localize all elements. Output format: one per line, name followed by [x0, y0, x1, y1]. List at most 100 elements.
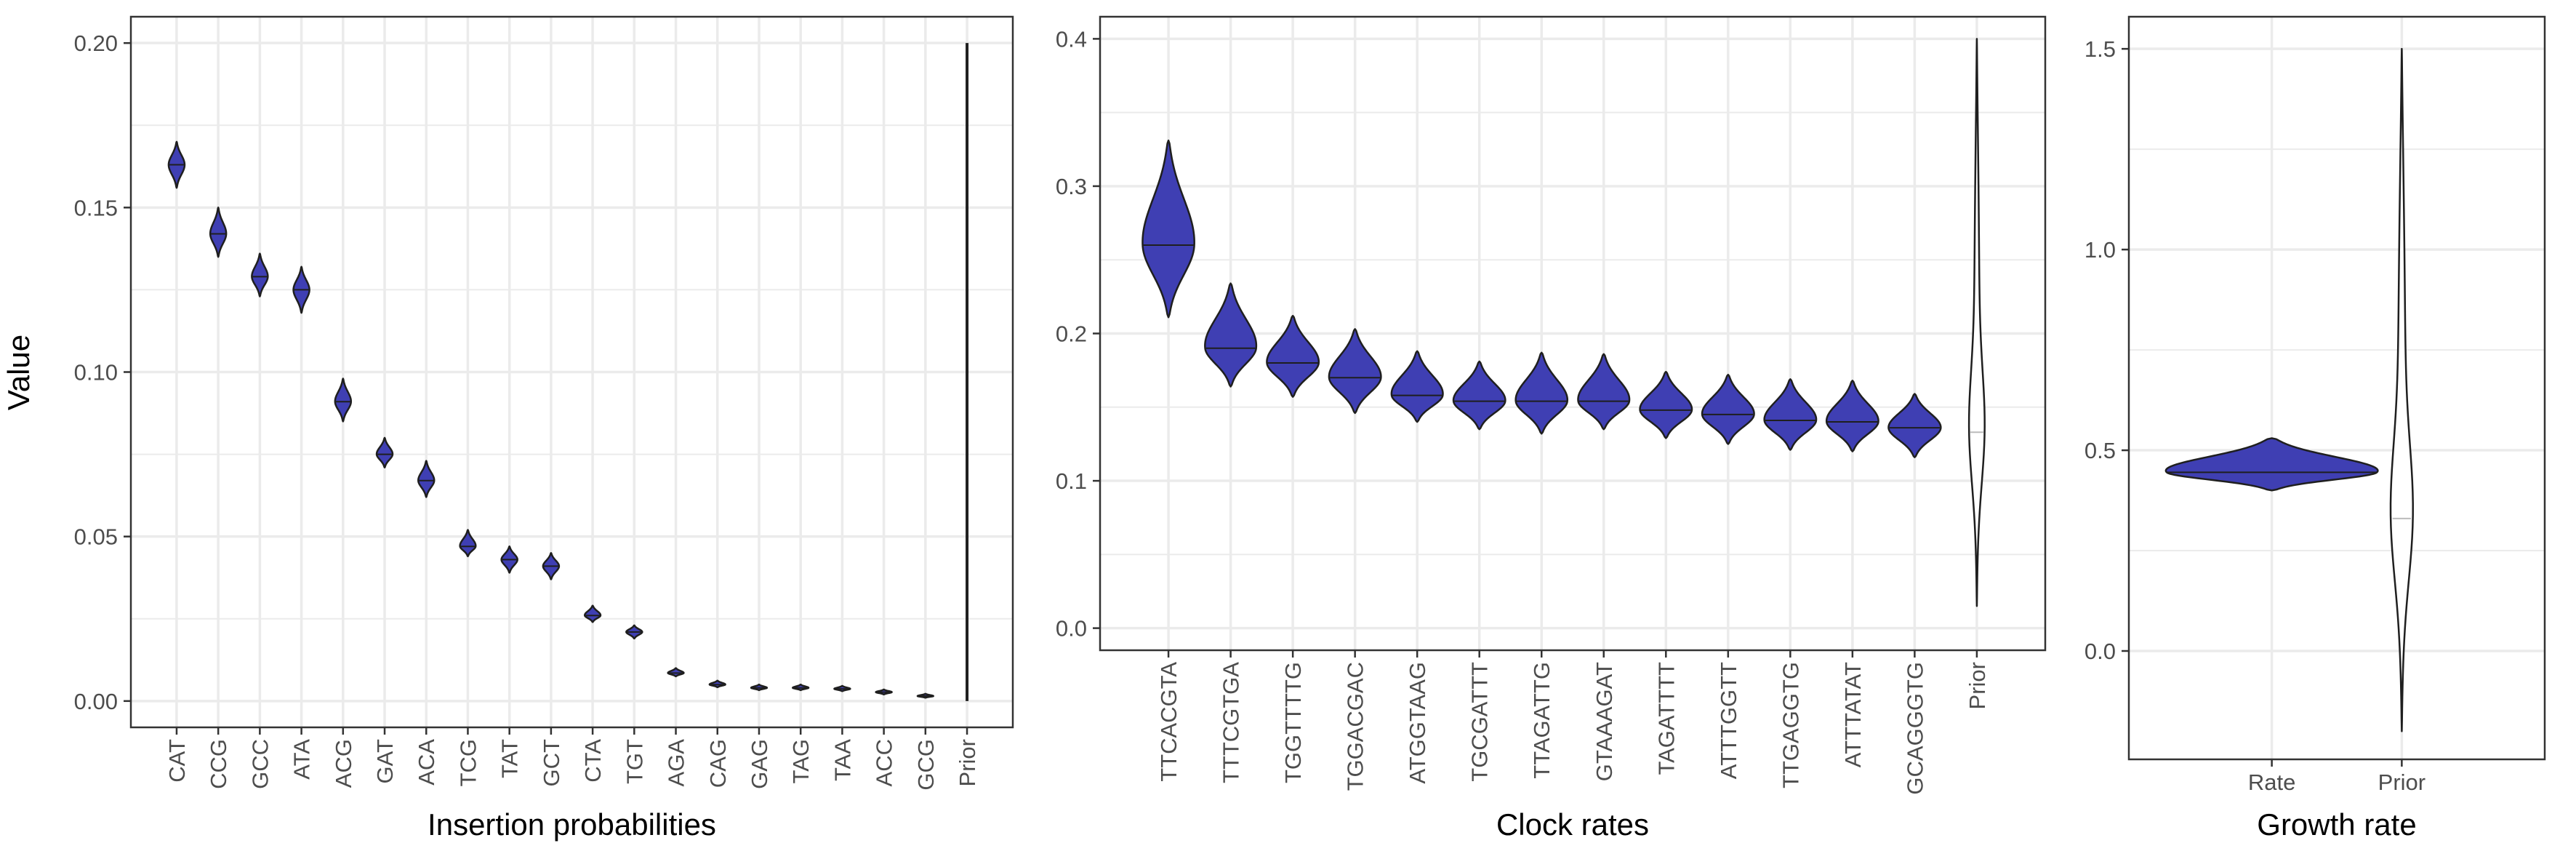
violin-body: [583, 604, 602, 623]
x-tick-label: Prior: [1965, 662, 1990, 709]
violin-body: [2164, 437, 2379, 492]
violin-body: [1141, 139, 1195, 319]
panel-border: [1099, 15, 2047, 652]
x-tick-label: CTA: [580, 739, 606, 783]
violin-body: [667, 667, 685, 678]
panel-border: [129, 15, 1014, 729]
y-tick-label: 0.2: [1056, 321, 1087, 347]
y-tick-label: 0.0: [1056, 616, 1087, 642]
panel-border: [2127, 15, 2546, 761]
violin-atttatat: [1825, 380, 1879, 452]
x-axis-title: Clock rates: [1496, 807, 1649, 842]
violin-body: [459, 529, 477, 558]
violin-tggacgac: [1328, 328, 1382, 415]
violin-tat: [500, 545, 518, 574]
x-tick-label: CAT: [164, 739, 190, 783]
clock-rates-panel: 0.0 0.1 0.2 0.3 0.4 TTCACGTA TTTCGTGA TGGTTTTG T…: [1056, 15, 2047, 842]
x-tick-label: Prior: [955, 739, 980, 786]
violin-gct: [542, 552, 561, 580]
violin-body: [251, 252, 269, 297]
x-tick-label: GCAGGGTG: [1902, 662, 1927, 795]
violin-aga: [667, 667, 685, 678]
x-tick-label: ATA: [289, 739, 315, 780]
violin-prior: [2389, 47, 2414, 732]
violin-body: [1701, 373, 1755, 445]
violin-body: [1266, 314, 1320, 398]
y-tick-label: 0.05: [74, 524, 118, 550]
x-tick-label: Prior: [2378, 770, 2425, 795]
violin-cag: [708, 679, 726, 689]
y-tick-label: 1.0: [2085, 237, 2116, 263]
x-tick-label: TCG: [455, 739, 481, 786]
y-tick-label: 0.00: [74, 689, 118, 714]
violin-ttgaggtg: [1763, 378, 1818, 451]
x-tick-label: CCG: [206, 739, 231, 789]
y-tick-label: 0.10: [74, 360, 118, 385]
y-tick-label: 0.1: [1056, 468, 1087, 494]
violin-body: [209, 207, 228, 258]
x-tick-label: TAG: [788, 739, 814, 783]
violin-tttcgtga: [1204, 282, 1258, 388]
x-tick-label: TGCGATTT: [1467, 662, 1493, 782]
violin-body: [1452, 360, 1506, 431]
violin-cat: [167, 140, 186, 189]
violin-body: [1967, 38, 1986, 607]
y-tick-label: 0.5: [2085, 438, 2116, 463]
violin-gat: [375, 436, 394, 468]
violin-body: [1763, 378, 1818, 451]
violin-gcagggtg: [1887, 393, 1942, 458]
violin-body: [1514, 351, 1569, 435]
y-tick-label: 1.5: [2085, 36, 2116, 62]
x-tick-label: TTAGATTG: [1529, 662, 1554, 779]
violin-tag: [792, 683, 810, 692]
violin-body: [375, 436, 394, 468]
violin-gcc: [251, 252, 269, 297]
y-tick-label: 0.3: [1056, 174, 1087, 199]
violin-body: [2389, 47, 2414, 732]
x-tick-label: TAA: [830, 739, 855, 781]
violin-gag: [750, 683, 769, 692]
x-tick-label: ATTTATAT: [1840, 662, 1866, 767]
violin-body: [334, 377, 353, 423]
violin-acc: [875, 688, 893, 696]
violin-prior: [1967, 38, 1986, 607]
x-tick-label: GCT: [539, 739, 564, 787]
x-axis-title: Insertion probabilities: [428, 807, 716, 842]
x-tick-label: TAGATTTT: [1653, 662, 1679, 775]
violin-body: [1204, 282, 1258, 388]
growth-rate-panel: 0.0 0.5 1.0 1.5 Rate Prior Growth rate: [2085, 15, 2546, 842]
violin-body: [1825, 380, 1879, 452]
violin-tcg: [459, 529, 477, 558]
violin-taa: [833, 684, 851, 692]
y-tick-label: 0.15: [74, 195, 118, 220]
x-tick-label: ATGGTAAG: [1405, 662, 1430, 784]
x-axis-title: Growth rate: [2257, 807, 2416, 842]
x-tick-label: ACC: [872, 739, 897, 786]
violin-ata: [292, 265, 310, 314]
x-tick-label: AGA: [664, 739, 689, 787]
violin-tgcgattt: [1452, 360, 1506, 431]
y-tick-label: 0.4: [1056, 26, 1087, 52]
x-tick-label: GAT: [372, 739, 398, 783]
x-tick-label: ACG: [331, 739, 356, 788]
violin-body: [1577, 353, 1631, 431]
violin-ttcacgta: [1141, 139, 1195, 319]
violin-body: [1639, 370, 1693, 439]
violin-body: [1328, 328, 1382, 415]
violin-tagatttt: [1639, 370, 1693, 439]
violin-atttggtt: [1701, 373, 1755, 445]
violin-cta: [583, 604, 602, 623]
x-tick-label: TTGAGGTG: [1778, 662, 1803, 788]
y-tick-label: 0.20: [74, 31, 118, 56]
violin-tgt: [625, 624, 643, 640]
violin-body: [1887, 393, 1942, 458]
x-tick-label: TGGACGAC: [1343, 662, 1368, 791]
violin-rate: [2164, 437, 2379, 492]
x-tick-label: CAG: [705, 739, 731, 788]
x-tick-label: TGT: [622, 739, 647, 784]
x-tick-label: GTAAAGAT: [1592, 662, 1617, 781]
x-tick-label: GAG: [747, 739, 772, 789]
x-tick-label: TGGTTTTG: [1280, 662, 1306, 783]
insertion-probabilities-panel: 0.00 0.05 0.10 0.15 0.20 CAT CCG GCC ATA ACG GAT AC…: [74, 15, 1014, 842]
